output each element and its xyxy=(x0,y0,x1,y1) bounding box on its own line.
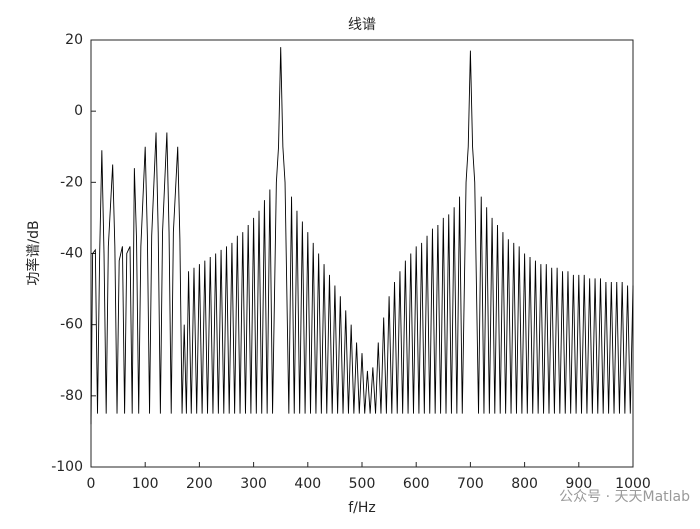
y-tick-label: -60 xyxy=(60,317,83,333)
x-tick-label: 600 xyxy=(403,476,430,492)
y-tick-label: -20 xyxy=(60,174,83,190)
x-tick-label: 400 xyxy=(294,476,321,492)
y-tick-label: -100 xyxy=(51,459,83,475)
watermark: 公众号 · 天天Matlab xyxy=(559,489,690,505)
x-tick-label: 200 xyxy=(186,476,213,492)
y-tick-label: 0 xyxy=(74,103,83,119)
x-tick-label: 100 xyxy=(132,476,159,492)
x-tick-label: 300 xyxy=(240,476,267,492)
chart-title: 线谱 xyxy=(348,17,376,33)
y-tick-label: -40 xyxy=(60,246,83,262)
x-tick-label: 500 xyxy=(349,476,376,492)
y-tick-label: 20 xyxy=(65,32,83,48)
x-tick-label: 800 xyxy=(511,476,538,492)
x-tick-label: 900 xyxy=(565,476,592,492)
x-axis-label: f/Hz xyxy=(348,500,376,516)
spectrum-line xyxy=(90,47,634,425)
x-tick-label: 0 xyxy=(87,476,96,492)
plot-box xyxy=(90,39,634,468)
x-tick-label: 1000 xyxy=(615,476,651,492)
y-tick-label: -80 xyxy=(60,388,83,404)
y-axis-label: 功率谱/dB xyxy=(25,220,42,285)
x-tick-label: 700 xyxy=(457,476,484,492)
